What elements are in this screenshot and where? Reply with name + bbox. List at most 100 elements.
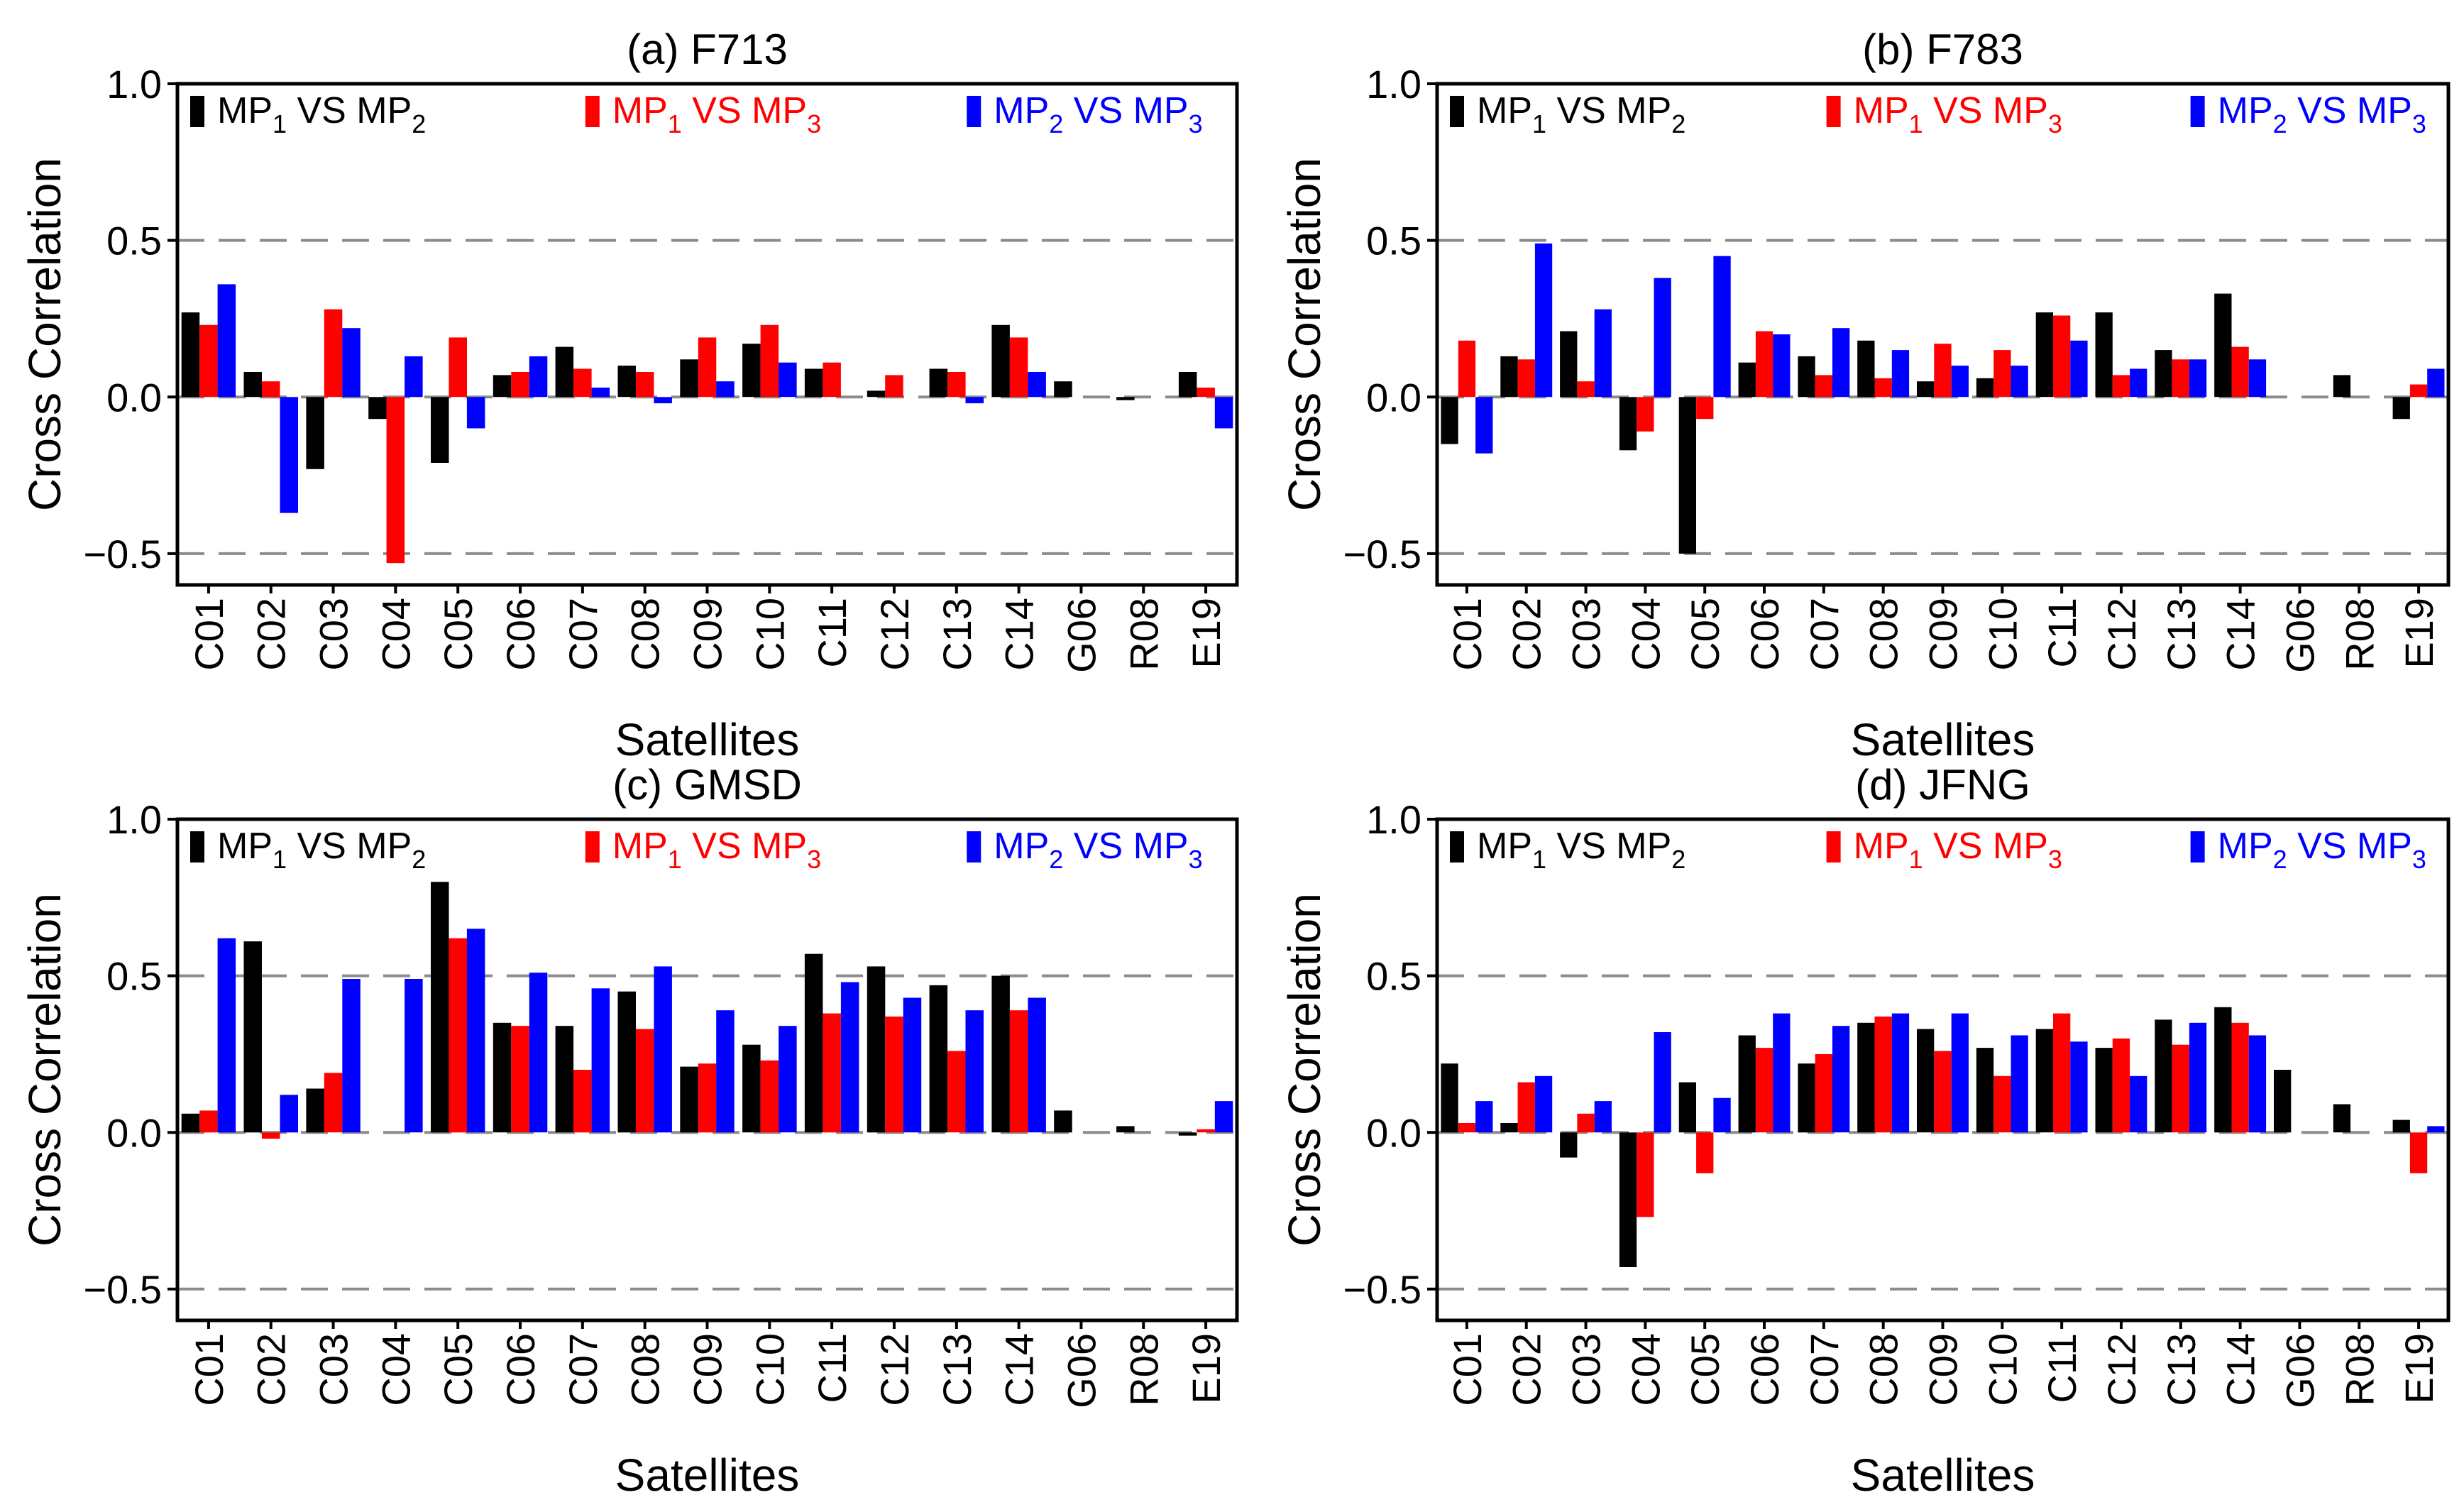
legend-label: MP2 VS MP3 xyxy=(2218,90,2426,138)
y-tick-label: 0.5 xyxy=(106,219,162,263)
x-tick-label: R08 xyxy=(1121,598,1166,671)
chart-panel: 1.0 0.5 0.0 −0.5 C01 C02 C03 C04 C05 C06 C07 C08 C09… xyxy=(19,26,1239,765)
bar xyxy=(1857,1022,1875,1133)
legend-text-part: MP xyxy=(612,826,668,867)
legend-subscript: 3 xyxy=(1189,845,1203,874)
x-tick-label: C09 xyxy=(686,1333,730,1406)
bar xyxy=(1934,1051,1952,1133)
y-axis-label: Cross Correlation xyxy=(19,158,70,511)
bar xyxy=(991,324,1010,398)
bar xyxy=(181,1113,200,1133)
bar xyxy=(1637,397,1654,432)
legend-subscript: 2 xyxy=(2273,109,2287,138)
bar xyxy=(965,1010,984,1133)
legend-label: MP1 VS MP3 xyxy=(612,826,821,874)
legend-text-part: MP xyxy=(217,826,273,867)
legend-text-part: VS MP xyxy=(287,826,412,867)
bar xyxy=(449,938,467,1133)
legend-label: MP1 VS MP2 xyxy=(217,90,426,138)
bar xyxy=(591,988,610,1133)
bar xyxy=(1993,1075,2011,1133)
x-tick-label: G06 xyxy=(1059,598,1104,673)
x-tick-label: C11 xyxy=(2040,598,2084,668)
bar xyxy=(405,356,423,398)
bar xyxy=(262,381,280,398)
bar xyxy=(1009,1010,1028,1133)
x-tick-label: C03 xyxy=(1564,1333,1609,1406)
x-tick-label: C13 xyxy=(2159,598,2204,671)
bar xyxy=(2333,375,2351,398)
x-tick-label: C07 xyxy=(561,1333,605,1406)
bar xyxy=(368,397,387,420)
x-tick-label: C03 xyxy=(1564,598,1609,671)
bar xyxy=(2011,1035,2028,1133)
bar xyxy=(1197,388,1215,398)
bar xyxy=(698,1063,717,1133)
x-tick-label: C05 xyxy=(1683,1333,1727,1406)
bar xyxy=(1891,1013,1910,1133)
x-tick-label: C13 xyxy=(935,1333,979,1406)
legend-swatch xyxy=(1450,831,1464,862)
y-tick-label: 1.0 xyxy=(1366,797,1421,842)
legend-swatch xyxy=(190,96,204,127)
legend-subscript: 1 xyxy=(668,845,682,874)
y-tick-label: 0.0 xyxy=(106,1110,162,1155)
legend-text-part: MP xyxy=(1477,826,1532,867)
x-tick-label: C12 xyxy=(2099,1333,2144,1406)
bar xyxy=(2392,1119,2410,1133)
bar xyxy=(2112,1038,2130,1133)
legend-swatch xyxy=(190,831,204,862)
bar xyxy=(1798,356,1815,398)
x-tick-label: C08 xyxy=(1861,598,1906,671)
bar xyxy=(2189,359,2207,398)
legend-subscript: 1 xyxy=(1909,845,1923,874)
bar xyxy=(2409,384,2428,398)
bar xyxy=(760,324,779,398)
x-tick-label: C11 xyxy=(810,1333,854,1403)
bar xyxy=(1475,397,1493,454)
x-tick-label: E19 xyxy=(1184,598,1228,669)
bar xyxy=(1993,350,2011,398)
x-tick-label: G06 xyxy=(2277,1333,2322,1408)
legend-entry: MP1 VS MP2 xyxy=(190,826,426,874)
bar xyxy=(680,1066,698,1133)
bar xyxy=(1815,375,1832,398)
bar xyxy=(1891,350,1910,398)
bar xyxy=(2053,1013,2071,1133)
bar xyxy=(867,390,886,398)
y-tick-label: 0.5 xyxy=(1366,219,1421,263)
legend-text-part: VS MP xyxy=(682,826,807,867)
legend-entry: MP1 VS MP3 xyxy=(1826,90,2062,138)
x-tick-label: C06 xyxy=(1742,598,1787,671)
x-tick-label: C02 xyxy=(249,1333,294,1406)
bar xyxy=(511,1026,529,1133)
legend-label: MP1 VS MP3 xyxy=(612,90,821,138)
legend-subscript: 2 xyxy=(1049,109,1063,138)
bar xyxy=(262,1132,280,1139)
legend-subscript: 3 xyxy=(2412,109,2426,138)
x-axis-label: Satellites xyxy=(615,1450,800,1495)
bar xyxy=(2172,359,2189,398)
bar xyxy=(929,368,948,398)
bar xyxy=(2214,1007,2232,1133)
x-tick-label: C14 xyxy=(997,1333,1042,1406)
legend-text-part: VS MP xyxy=(2287,90,2412,131)
x-tick-label: C12 xyxy=(872,598,917,671)
legend-subscript: 3 xyxy=(807,845,821,874)
bar xyxy=(716,1010,735,1133)
legend-subscript: 1 xyxy=(273,109,287,138)
x-tick-label: C01 xyxy=(187,598,231,671)
x-tick-label: C08 xyxy=(623,598,668,671)
bar xyxy=(1441,397,1458,444)
legend-subscript: 2 xyxy=(412,845,426,874)
bar xyxy=(680,359,698,398)
legend-subscript: 2 xyxy=(412,109,426,138)
legend-text-part: VS MP xyxy=(1546,90,1671,131)
legend-label: MP2 VS MP3 xyxy=(2218,826,2426,874)
bar xyxy=(804,368,823,398)
chart-panel: 1.0 0.5 0.0 −0.5 C01 C02 C03 C04 C05 C06 C07 C08 C09… xyxy=(19,761,1239,1495)
bar xyxy=(1738,362,1756,398)
x-tick-label: C12 xyxy=(872,1333,917,1406)
bar xyxy=(654,966,672,1133)
legend-text-part: MP xyxy=(612,90,668,131)
